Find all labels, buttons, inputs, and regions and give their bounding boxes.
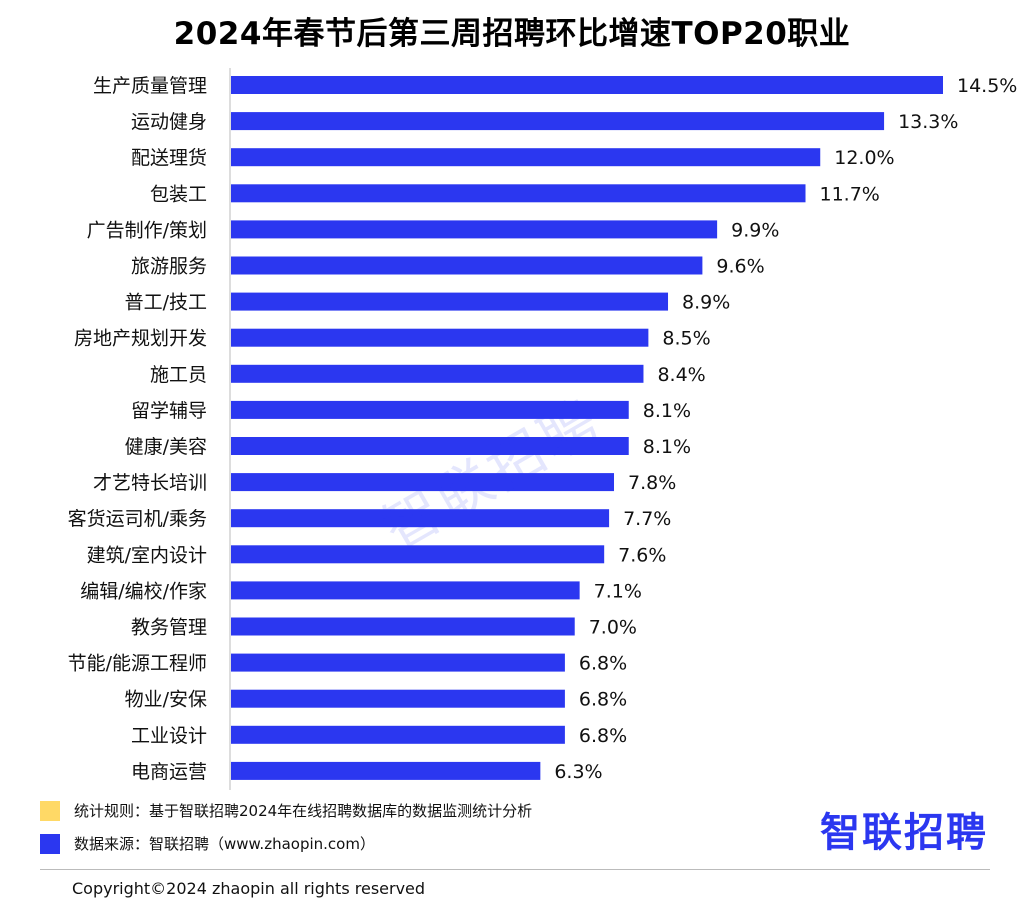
bar — [231, 112, 885, 131]
bar — [231, 328, 649, 347]
bar — [231, 689, 565, 708]
value-label: 8.1% — [643, 436, 691, 458]
value-label: 11.7% — [820, 183, 880, 205]
value-label: 9.9% — [731, 219, 779, 241]
legend-label-source: 数据来源：智联招聘（www.zhaopin.com） — [74, 835, 375, 853]
bar — [231, 400, 629, 419]
category-label: 健康/美容 — [125, 436, 207, 458]
category-label: 运动健身 — [131, 111, 207, 133]
bar — [231, 617, 575, 636]
bar — [231, 148, 821, 167]
value-label: 12.0% — [834, 147, 894, 169]
bar — [231, 184, 806, 203]
value-label: 7.8% — [628, 472, 676, 494]
category-label: 电商运营 — [131, 761, 207, 783]
value-label: 6.8% — [579, 725, 627, 747]
value-label: 7.1% — [594, 580, 642, 602]
chart-title: 2024年春节后第三周招聘环比增速TOP20职业 — [173, 16, 851, 52]
bar — [231, 725, 565, 744]
category-label: 旅游服务 — [131, 256, 207, 278]
category-label: 客货运司机/乘务 — [68, 508, 207, 530]
bar — [231, 76, 943, 94]
bar — [231, 545, 605, 564]
category-label: 建筑/室内设计 — [87, 544, 207, 566]
value-label: 6.8% — [579, 689, 627, 711]
category-label: 节能/能源工程师 — [68, 653, 207, 675]
bar — [231, 220, 718, 239]
value-label: 8.5% — [662, 328, 710, 350]
bar — [231, 256, 703, 275]
bar — [231, 509, 610, 528]
value-label: 8.9% — [682, 292, 730, 314]
bar — [231, 653, 565, 672]
category-label: 配送理货 — [131, 147, 207, 169]
bar — [231, 581, 580, 600]
category-label: 工业设计 — [131, 725, 207, 747]
category-label: 教务管理 — [131, 617, 207, 639]
legend-swatch-blue — [40, 833, 60, 854]
bar-chart: 生产质量管理 14.5% 运动健身 13.3% 配送理货 12.0% 包装工 11.7% 广告制… — [68, 68, 1017, 790]
legend-item-source: 数据来源：智联招聘（www.zhaopin.com） — [40, 833, 375, 854]
value-label: 6.8% — [579, 653, 627, 675]
brand-logo: 智联招聘 — [820, 810, 988, 856]
category-label: 广告制作/策划 — [87, 219, 207, 241]
category-label: 施工员 — [150, 364, 207, 386]
value-label: 9.6% — [716, 256, 764, 278]
legend-item-rule: 统计规则：基于智联招聘2024年在线招聘数据库的数据监测统计分析 — [40, 800, 532, 821]
value-label: 6.3% — [554, 761, 602, 783]
value-label: 13.3% — [898, 111, 958, 133]
category-label: 房地产规划开发 — [74, 328, 207, 350]
bar — [231, 473, 615, 492]
category-label: 才艺特长培训 — [93, 472, 207, 494]
category-label: 普工/技工 — [125, 292, 207, 314]
bar — [231, 364, 644, 383]
value-label: 7.0% — [589, 617, 637, 639]
category-label: 包装工 — [150, 183, 207, 205]
bar — [231, 292, 669, 311]
value-label: 14.5% — [957, 75, 1017, 97]
value-label: 7.7% — [623, 508, 671, 530]
category-label: 物业/安保 — [125, 689, 207, 711]
footer-divider — [40, 869, 990, 870]
value-label: 7.6% — [618, 544, 666, 566]
category-label: 留学辅导 — [131, 400, 207, 422]
bar — [231, 437, 629, 455]
bar — [231, 761, 541, 780]
legend-swatch-yellow — [40, 800, 60, 821]
copyright-text: Copyright©2024 zhaopin all rights reserv… — [72, 879, 426, 898]
category-label: 编辑/编校/作家 — [80, 580, 207, 602]
legend-label-rule: 统计规则：基于智联招聘2024年在线招聘数据库的数据监测统计分析 — [74, 802, 533, 820]
category-label: 生产质量管理 — [93, 75, 207, 97]
value-label: 8.4% — [657, 364, 705, 386]
value-label: 8.1% — [643, 400, 691, 422]
